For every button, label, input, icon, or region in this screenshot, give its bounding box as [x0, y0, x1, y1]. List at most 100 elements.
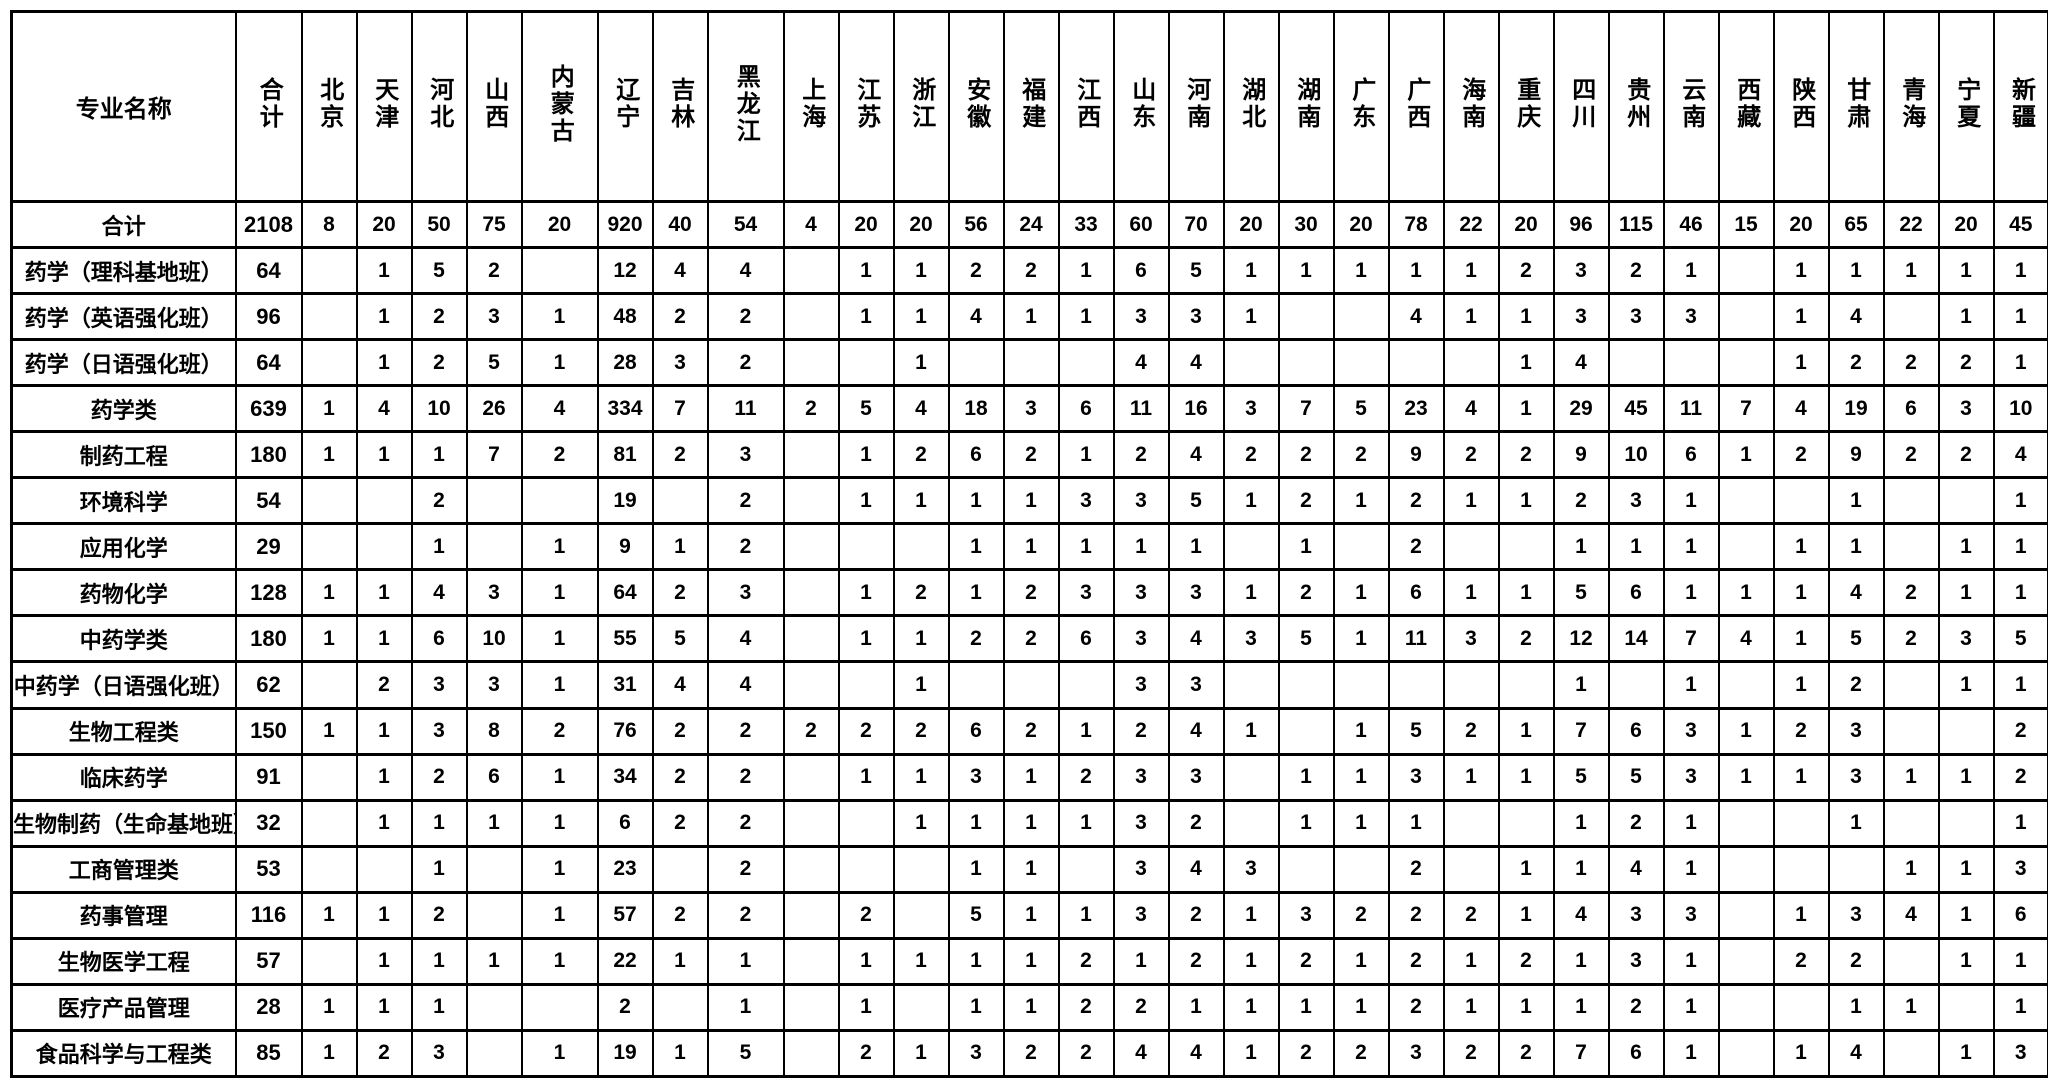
value-cell: 4 — [355, 384, 413, 434]
value-cell: 56 — [947, 199, 1005, 250]
value-cell — [837, 338, 895, 388]
value-cell: 2 — [892, 706, 950, 756]
value-cell: 1 — [892, 292, 950, 342]
value-cell: 1 — [1057, 798, 1115, 848]
value-cell: 22 — [1882, 199, 1940, 250]
value-cell — [782, 522, 840, 572]
value-cell: 1 — [892, 338, 950, 388]
value-cell: 1 — [1662, 936, 1720, 986]
value-cell — [465, 1028, 523, 1079]
value-cell: 2 — [1827, 936, 1885, 986]
value-cell: 1 — [1662, 476, 1720, 526]
province-header-label: 河南 — [1182, 77, 1210, 131]
value-cell — [1717, 660, 1775, 710]
value-cell: 4 — [1167, 706, 1225, 756]
value-cell — [520, 982, 599, 1032]
value-cell: 2 — [1607, 246, 1665, 296]
province-header-label: 青海 — [1897, 77, 1925, 131]
table-row: 中药学（日语强化班） 62 2 3 3 1 31 4 4 1 3 3 1 1 1 2 1 1 — [10, 660, 2048, 710]
value-cell: 4 — [1167, 614, 1225, 664]
value-cell: 1 — [947, 568, 1005, 618]
value-cell: 19 — [596, 476, 654, 526]
value-cell: 1 — [1002, 844, 1060, 894]
value-cell — [1332, 292, 1390, 342]
value-cell: 6 — [410, 614, 468, 664]
value-cell: 3 — [410, 660, 468, 710]
province-header-label: 辽宁 — [611, 77, 639, 131]
value-cell — [355, 522, 413, 572]
value-cell: 1 — [1332, 982, 1390, 1032]
province-header-label: 湖南 — [1292, 77, 1320, 131]
value-cell: 1 — [355, 798, 413, 848]
value-cell — [1222, 660, 1280, 710]
value-cell: 2 — [1772, 936, 1830, 986]
value-cell: 2 — [947, 246, 1005, 296]
value-cell: 1 — [1827, 982, 1885, 1032]
value-cell: 5 — [651, 614, 709, 664]
value-cell: 1 — [1277, 246, 1335, 296]
value-cell: 4 — [1552, 338, 1610, 388]
value-cell: 3 — [1167, 292, 1225, 342]
value-cell: 6 — [1662, 430, 1720, 480]
value-cell — [300, 936, 358, 986]
value-cell: 2 — [1167, 798, 1225, 848]
value-cell — [1442, 798, 1500, 848]
value-cell: 1 — [355, 568, 413, 618]
total-header: 合计 — [234, 10, 303, 203]
value-cell: 1 — [1112, 522, 1170, 572]
value-cell: 2 — [1442, 430, 1500, 480]
row-name: 药学类 — [10, 384, 237, 434]
value-cell: 3 — [1662, 292, 1720, 342]
value-cell: 1 — [1662, 982, 1720, 1032]
value-cell: 1 — [355, 246, 413, 296]
province-header-label: 山东 — [1127, 77, 1155, 131]
value-cell — [782, 338, 840, 388]
value-cell: 1 — [1442, 936, 1500, 986]
value-cell — [1937, 706, 1995, 756]
table-row: 药事管理 116 1 1 2 1 57 2 2 2 5 1 1 3 2 1 3 2 2 2 1 4 3 3 1 3 4 1 6 — [10, 890, 2048, 940]
value-cell: 1 — [1662, 246, 1720, 296]
value-cell: 2 — [1167, 890, 1225, 940]
value-cell: 81 — [596, 430, 654, 480]
row-total: 64 — [234, 246, 303, 296]
value-cell: 1 — [1277, 522, 1335, 572]
value-cell: 1 — [1937, 890, 1995, 940]
value-cell — [1717, 798, 1775, 848]
value-cell: 3 — [1937, 384, 1995, 434]
province-header-label: 陕西 — [1787, 77, 1815, 131]
value-cell: 1 — [1222, 706, 1280, 756]
value-cell: 1 — [651, 936, 709, 986]
table-row: 合计 2108 8 20 50 75 20 920 40 54 4 20 20 56 24 33 60 70 20 3… — [10, 199, 2048, 250]
table-head: 专业名称 合计 北京 天津 河北 山西 内蒙古 辽宁 吉林 黑龙江 上海 江苏 浙江 安徽 福建 江西 山东… — [10, 10, 2048, 203]
value-cell: 1 — [355, 706, 413, 756]
value-cell: 1 — [355, 982, 413, 1032]
value-cell — [465, 476, 523, 526]
value-cell: 1 — [1002, 982, 1060, 1032]
value-cell: 1 — [947, 936, 1005, 986]
value-cell: 1 — [1937, 522, 1995, 572]
value-cell: 5 — [1387, 706, 1445, 756]
value-cell: 2 — [892, 568, 950, 618]
value-cell: 5 — [837, 384, 895, 434]
value-cell: 2 — [1332, 430, 1390, 480]
value-cell: 1 — [1662, 844, 1720, 894]
value-cell — [1497, 522, 1555, 572]
value-cell: 5 — [706, 1028, 785, 1079]
value-cell: 2 — [706, 706, 785, 756]
value-cell: 6 — [1607, 706, 1665, 756]
value-cell — [1442, 844, 1500, 894]
value-cell: 3 — [1222, 844, 1280, 894]
value-cell: 1 — [1497, 568, 1555, 618]
value-cell: 3 — [1607, 292, 1665, 342]
row-name: 药事管理 — [10, 890, 237, 940]
province-header-label: 浙江 — [907, 77, 935, 131]
value-cell: 9 — [1387, 430, 1445, 480]
value-cell: 5 — [1992, 614, 2048, 664]
value-cell: 2 — [1552, 476, 1610, 526]
value-cell: 57 — [596, 890, 654, 940]
value-cell: 2 — [1387, 844, 1445, 894]
value-cell: 6 — [596, 798, 654, 848]
value-cell: 20 — [1937, 199, 1995, 250]
value-cell: 45 — [1992, 199, 2048, 250]
value-cell: 8 — [465, 706, 523, 756]
